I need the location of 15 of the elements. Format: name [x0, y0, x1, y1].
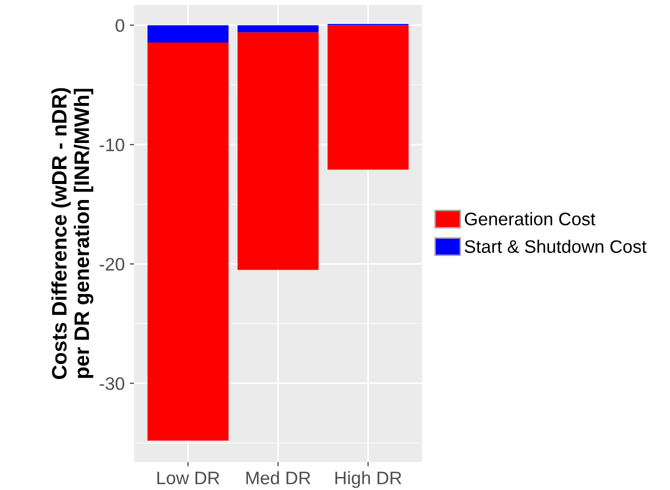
bar — [148, 42, 229, 441]
bar — [148, 25, 229, 42]
x-tick-label: Med DR — [246, 471, 310, 484]
y-tick-label: -10 — [100, 138, 124, 152]
bar — [238, 25, 319, 32]
y-axis-title: Costs Difference (wDR - nDR) per DR generation [INR/MWh] — [51, 88, 94, 380]
legend-label: Start & Shutdown Cost — [464, 240, 646, 253]
x-tick-label: High DR — [335, 471, 402, 488]
y-tick-label: -30 — [100, 377, 124, 390]
y-tick-label: 0 — [116, 19, 124, 32]
bar — [238, 32, 319, 270]
bar — [328, 25, 409, 170]
legend-label: Generation Cost — [464, 212, 596, 226]
y-tick-label: -20 — [100, 258, 124, 271]
x-tick-label: Low DR — [157, 472, 220, 484]
